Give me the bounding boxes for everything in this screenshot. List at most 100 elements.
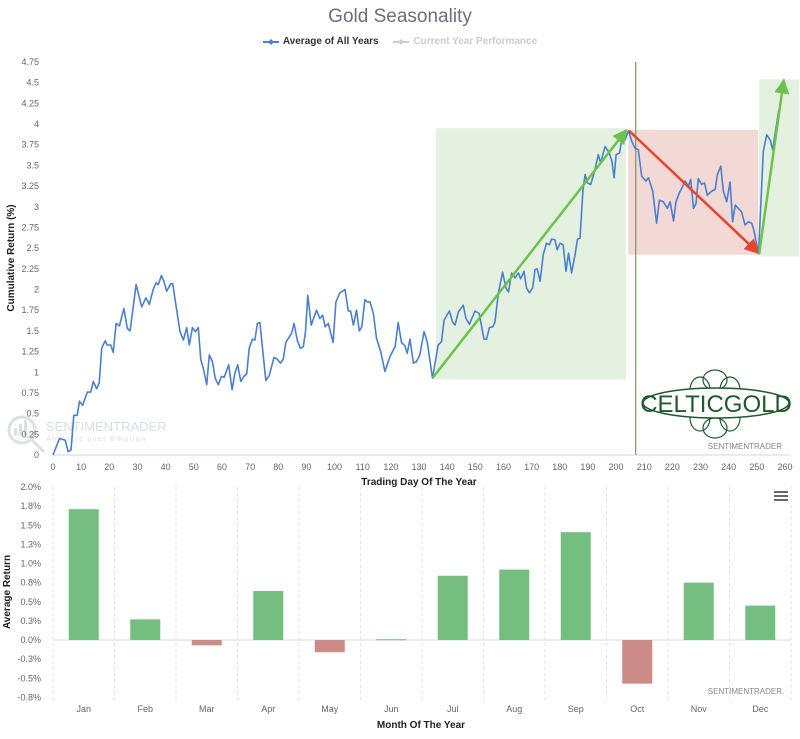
x-tick-label: 190 bbox=[580, 462, 595, 472]
x-tick-label: 120 bbox=[383, 462, 398, 472]
hamburger-menu-icon[interactable] bbox=[774, 491, 788, 503]
celticgold-wordmark: CELTICGOLD bbox=[640, 391, 792, 418]
legend-item-current-year[interactable]: Current Year Performance bbox=[393, 36, 537, 47]
y-tick-label: 3.5 bbox=[26, 160, 39, 170]
y-tick-label: 1 bbox=[34, 367, 39, 377]
x-tick-label: 250 bbox=[749, 462, 764, 472]
y-tick-label: 3.75 bbox=[21, 140, 39, 150]
y-axis-title: Average Return bbox=[2, 555, 13, 629]
x-tick-label: 160 bbox=[496, 462, 511, 472]
x-tick-label: Dec bbox=[752, 704, 769, 714]
x-tick-label: Aug bbox=[506, 704, 522, 714]
y-tick-label: 1.5 bbox=[26, 326, 39, 336]
logo-wordmark: SENTIMENTRADER bbox=[46, 419, 167, 434]
x-tick-label: 240 bbox=[721, 462, 736, 472]
x-tick-label: Apr bbox=[261, 704, 275, 714]
x-tick-label: Feb bbox=[137, 704, 153, 714]
legend-line-marker-icon bbox=[393, 38, 410, 45]
y-tick-label: 1.75 bbox=[21, 305, 39, 315]
bar-nov bbox=[683, 582, 714, 640]
y-tick-label: 2.25 bbox=[21, 264, 39, 274]
x-tick-label: Mar bbox=[199, 704, 215, 714]
y-tick-label: 0.25 bbox=[21, 429, 39, 439]
x-tick-label: Sep bbox=[568, 704, 584, 714]
trend-arrow bbox=[628, 129, 760, 255]
x-tick-label: 260 bbox=[777, 462, 792, 472]
y-tick-label: 4.25 bbox=[21, 98, 39, 108]
trend-arrow bbox=[757, 78, 790, 255]
x-tick-label: 210 bbox=[637, 462, 652, 472]
x-tick-label: 10 bbox=[76, 462, 86, 472]
x-tick-label: Nov bbox=[691, 704, 708, 714]
highlight-zones bbox=[435, 79, 800, 380]
sentimentrader-logo: SENTIMENTRADER Analysis over Emotion bbox=[7, 415, 167, 454]
bar-jun bbox=[376, 639, 407, 641]
logo-tagline: Analysis over Emotion bbox=[46, 436, 147, 443]
x-tick-label: 50 bbox=[189, 462, 199, 472]
legend: Average of All Years Current Year Perfor… bbox=[0, 36, 800, 49]
bar-chart: 2.0% 1.8% 1.5% 1.3% 1.0% 0.8% 0.5% 0.3% 0.0% -0.3… bbox=[2, 482, 792, 731]
y-tick-label: 4 bbox=[34, 119, 39, 129]
y-tick-label: -0.5% bbox=[17, 673, 41, 683]
y-tick-label: 3 bbox=[34, 202, 39, 212]
x-tick-label: 150 bbox=[468, 462, 483, 472]
bar-jan bbox=[68, 509, 99, 640]
y-tick-label: 1.0% bbox=[20, 559, 41, 569]
bar-feb bbox=[130, 619, 161, 640]
bar-oct bbox=[622, 640, 653, 684]
x-tick-label: 90 bbox=[301, 462, 311, 472]
y-tick-label: 0.3% bbox=[20, 616, 41, 626]
bar-jul bbox=[437, 575, 468, 640]
x-tick-label: 80 bbox=[273, 462, 283, 472]
x-tick-label: 20 bbox=[104, 462, 114, 472]
bar-dec bbox=[745, 605, 776, 640]
x-tick-label: 230 bbox=[693, 462, 708, 472]
trend-arrow bbox=[431, 128, 628, 379]
x-tick-label: 200 bbox=[609, 462, 624, 472]
x-tick-label: Jul bbox=[447, 704, 459, 714]
y-tick-label: 1.25 bbox=[21, 347, 39, 357]
x-tick-label: Jun bbox=[384, 704, 399, 714]
y-tick-label: 0.75 bbox=[21, 388, 39, 398]
y-tick-label: 0.5% bbox=[20, 597, 41, 607]
y-tick-label: 2.0% bbox=[20, 482, 41, 492]
bar-sep bbox=[560, 532, 591, 640]
x-tick-label: 170 bbox=[524, 462, 539, 472]
y-tick-label: 0.5 bbox=[26, 409, 39, 419]
x-tick-label: 60 bbox=[217, 462, 227, 472]
x-axis-title: Trading Day Of The Year bbox=[361, 477, 477, 488]
y-tick-label: -0.3% bbox=[17, 654, 41, 664]
y-tick-label: 4.5 bbox=[26, 78, 39, 88]
bar-apr bbox=[253, 591, 284, 640]
legend-line-marker-icon bbox=[262, 38, 279, 45]
bar-mar bbox=[191, 640, 222, 646]
legend-label: Current Year Performance bbox=[413, 36, 538, 47]
y-tick-label: 2.75 bbox=[21, 222, 39, 232]
y-tick-label: 0 bbox=[34, 450, 39, 460]
x-tick-label: 100 bbox=[327, 462, 342, 472]
x-tick-label: Jan bbox=[76, 704, 91, 714]
x-tick-label: 140 bbox=[440, 462, 455, 472]
legend-label: Average of All Years bbox=[282, 36, 379, 47]
legend-item-average[interactable]: Average of All Years bbox=[262, 36, 379, 47]
y-tick-label: 0.8% bbox=[20, 578, 41, 588]
celticgold-logo: CELTICGOLD bbox=[640, 369, 792, 439]
x-tick-label: 220 bbox=[665, 462, 680, 472]
x-tick-label: 0 bbox=[50, 462, 55, 472]
line-chart: 0 0.25 0.5 0.75 1 1.25 1.5 1.75 2 2.25 2.5 2.75 3 3.2… bbox=[6, 57, 793, 488]
watermark-sentimentrader: SENTIMENTRADER bbox=[708, 442, 782, 451]
y-tick-label: 4.75 bbox=[21, 57, 39, 67]
watermark-sentimentrader: SENTIMENTRADER bbox=[708, 687, 782, 696]
y-tick-label: 1.5% bbox=[20, 520, 41, 530]
y-tick-label: -0.8% bbox=[17, 692, 41, 702]
y-tick-label: 1.8% bbox=[20, 501, 41, 511]
x-axis-title: Month Of The Year bbox=[377, 720, 465, 731]
y-axis-title: Cumulative Return (%) bbox=[6, 204, 17, 311]
y-tick-label: 2.5 bbox=[26, 243, 39, 253]
y-tick-label: 2 bbox=[34, 285, 39, 295]
x-tick-label: Oct bbox=[630, 704, 645, 714]
y-tick-label: 0.0% bbox=[20, 635, 41, 645]
bar-may bbox=[314, 640, 345, 653]
x-tick-label: 70 bbox=[245, 462, 255, 472]
